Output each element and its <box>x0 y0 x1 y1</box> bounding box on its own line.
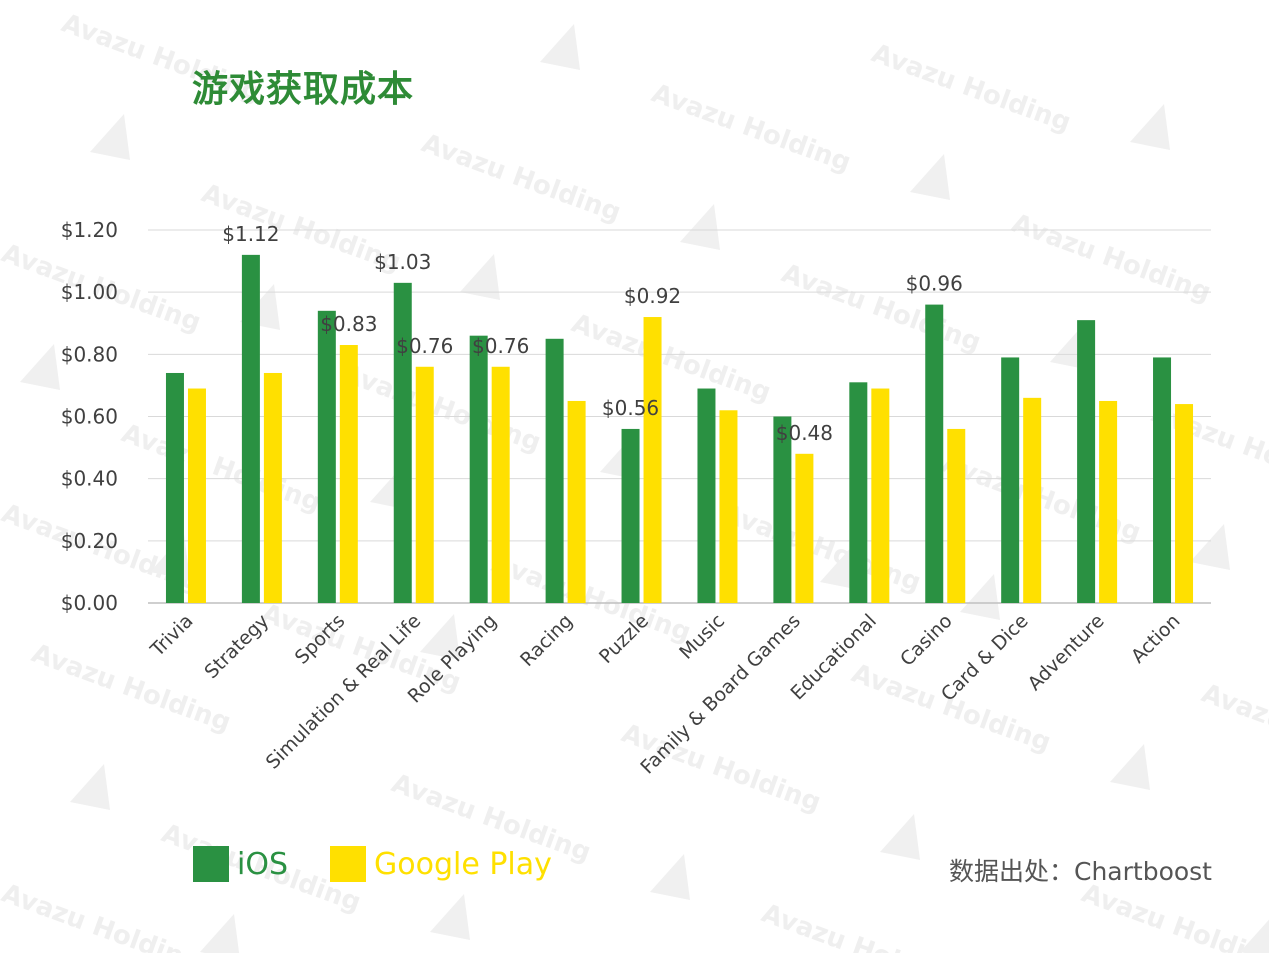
x-tick-label: Racing <box>516 610 577 671</box>
bar-ios <box>241 254 260 603</box>
x-tick-label: Action <box>1127 610 1185 668</box>
legend-swatch-ios <box>193 846 229 882</box>
bar-google-play <box>1099 400 1118 603</box>
y-tick-label: $1.00 <box>61 280 118 304</box>
bar-google-play <box>339 345 358 603</box>
y-tick-label: $0.20 <box>61 529 118 553</box>
legend-label-google-play: Google Play <box>374 846 552 882</box>
bar-ios <box>1153 357 1172 603</box>
data-label: $0.76 <box>472 334 529 358</box>
y-tick-label: $0.60 <box>61 405 118 429</box>
x-tick-label: Simulation & Real Life <box>262 610 426 774</box>
bar-ios <box>849 382 868 603</box>
data-label: $0.83 <box>320 312 377 336</box>
source-note: 数据出处：Chartboost <box>949 857 1212 886</box>
x-tick-label: Adventure <box>1024 610 1109 695</box>
legend-item-ios: iOS <box>193 844 288 884</box>
data-label: $0.96 <box>906 272 963 296</box>
legend-label-ios: iOS <box>237 846 288 882</box>
y-tick-label: $0.40 <box>61 467 118 491</box>
bar-google-play <box>947 428 966 603</box>
data-label: $0.56 <box>602 396 659 420</box>
x-tick-label: Casino <box>896 610 957 671</box>
bar-google-play <box>415 366 434 603</box>
y-tick-label: $0.80 <box>61 342 118 366</box>
x-tick-label: Family & Board Games <box>636 610 805 779</box>
x-tick-label: Puzzle <box>595 610 653 668</box>
bar-ios <box>393 282 412 603</box>
data-label: $0.48 <box>776 421 833 445</box>
bar-ios <box>165 372 184 603</box>
bar-google-play <box>871 388 890 603</box>
data-label: $1.12 <box>222 222 279 246</box>
bar-ios <box>317 310 336 603</box>
legend-swatch-google-play <box>330 846 366 882</box>
bar-ios <box>469 335 488 603</box>
bar-ios <box>1077 320 1096 603</box>
bar-ios <box>773 416 792 603</box>
legend-item-google-play: Google Play <box>330 844 552 884</box>
bar-google-play <box>643 317 662 603</box>
bar-ios <box>1001 357 1020 603</box>
x-tick-label: Strategy <box>200 610 273 683</box>
bar-google-play <box>491 366 510 603</box>
data-label: $1.03 <box>374 250 431 274</box>
data-label: $0.76 <box>396 334 453 358</box>
bar-google-play <box>263 372 282 603</box>
bar-google-play <box>795 453 814 603</box>
page-title: 游戏获取成本 <box>192 69 415 110</box>
bar-google-play <box>719 410 738 603</box>
x-tick-label: Music <box>675 610 729 664</box>
bar-ios <box>697 388 716 603</box>
y-tick-label: $0.00 <box>61 591 118 615</box>
bar-google-play <box>1175 404 1194 603</box>
bar-google-play <box>187 388 206 603</box>
x-tick-label: Trivia <box>146 610 198 662</box>
bar-google-play <box>567 400 586 603</box>
data-label: $0.92 <box>624 284 681 308</box>
x-tick-label: Sports <box>291 610 350 669</box>
y-tick-label: $1.20 <box>61 218 118 242</box>
bar-ios <box>621 428 640 603</box>
bar-google-play <box>1023 397 1042 603</box>
bar-ios <box>925 304 944 603</box>
bar-ios <box>545 338 564 603</box>
